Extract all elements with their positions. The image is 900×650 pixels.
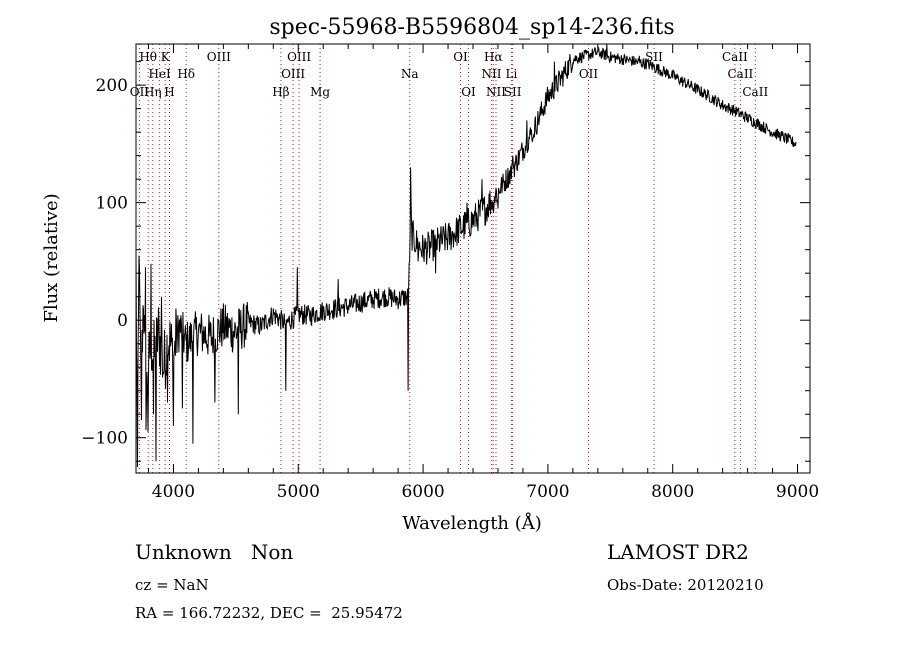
x-tick-label: 4000 [152,482,195,502]
line-label: Hθ [139,50,157,64]
ra-dec: RA = 166.72232, DEC = 25.95472 [135,604,403,622]
line-label: Na [401,67,419,81]
line-label: Hα [484,50,503,64]
x-tick-label: 5000 [277,482,320,502]
line-markers [138,44,756,473]
y-tick-label: −100 [81,429,128,449]
line-label: NII [486,85,506,99]
class-label: Unknown [135,540,232,564]
plot-frame [135,43,811,474]
chart-title: spec-55968-B5596804_sp14-236.fits [269,15,674,40]
line-label: Mg [310,85,330,99]
line-label: SII [504,85,522,99]
x-tick-label: 8000 [651,482,694,502]
obs-date: Obs-Date: 20120210 [607,576,764,594]
line-label: NII [482,67,502,81]
line-label: CaII [742,85,768,99]
line-label: HeI [148,67,171,81]
x-tick-label: 9000 [776,482,819,502]
line-label: OIII [287,50,311,64]
line-label: H [164,85,174,99]
x-tick-label: 6000 [401,482,444,502]
line-label: OIII [207,50,231,64]
line-label: OII [130,85,150,99]
y-tick-label: 100 [96,194,128,214]
line-label: CaII [727,67,753,81]
line-label: Li [505,67,517,81]
spectrum-series [135,43,797,468]
line-label: CaII [722,50,748,64]
line-label: Hη [144,85,162,99]
line-label: OII [579,67,599,81]
cz-value: cz = NaN [135,576,209,594]
line-label: OI [453,50,468,64]
spectrum-line [135,43,797,468]
axis-ticks: 4000 5000 6000 7000 8000 9000 −100 0 100 200 [81,44,819,502]
y-tick-label: 0 [117,311,128,331]
survey-label: LAMOST DR2 [607,540,749,564]
y-tick-label: 200 [96,76,128,96]
line-label: OI [461,85,476,99]
line-label: Hδ [177,67,195,81]
line-label: Hβ [272,85,289,99]
line-label: K [161,50,171,64]
x-axis-label: Wavelength (Å) [402,512,542,534]
line-label: SII [645,50,663,64]
subclass-label: Non [250,540,294,564]
line-label: OIII [281,67,305,81]
y-axis-label: Flux (relative) [41,193,62,322]
classification: Unknown Non [135,540,293,564]
spectrum-chart: spec-55968-B5596804_sp14-236.fits 4000 50… [41,15,819,534]
x-tick-label: 7000 [526,482,569,502]
